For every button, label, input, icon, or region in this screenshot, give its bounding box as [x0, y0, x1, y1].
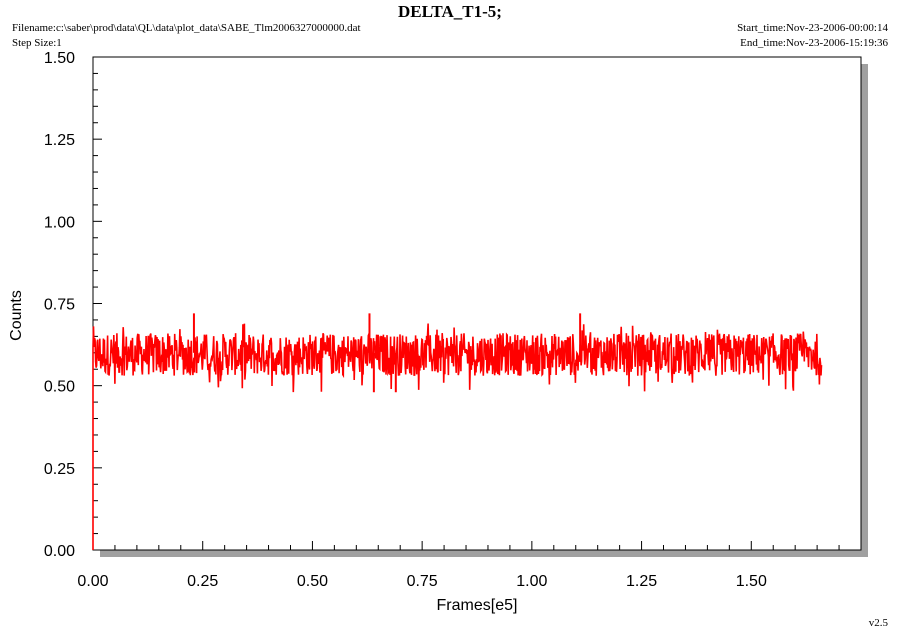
x-tick-label: 1.50	[736, 573, 767, 590]
start-time-label: Start_time:Nov-23-2006-00:00:14	[737, 22, 888, 34]
plot-frame	[92, 56, 862, 551]
series-line	[92, 323, 823, 550]
y-tick-label: 1.00	[44, 214, 75, 231]
x-tick-label: 0.75	[407, 573, 438, 590]
chart-title: DELTA_T1-5;	[398, 2, 502, 21]
x-axis-title: Frames[e5]	[437, 597, 518, 614]
y-tick-label: 0.75	[44, 297, 75, 314]
x-tick-label: 0.50	[297, 573, 328, 590]
y-tick-label: 0.25	[44, 461, 75, 478]
x-tick-label: 1.00	[516, 573, 547, 590]
y-tick-label: 1.25	[44, 132, 75, 149]
x-tick-label: 0.00	[77, 573, 108, 590]
x-tick-label: 0.25	[187, 573, 218, 590]
y-tick-label: 0.50	[44, 379, 75, 396]
step-size-label: Step Size:1	[12, 37, 62, 49]
y-tick-label: 0.00	[44, 543, 75, 560]
end-time-label: End_time:Nov-23-2006-15:19:36	[740, 37, 888, 49]
x-tick-label: 1.25	[626, 573, 657, 590]
y-tick-label: 1.50	[44, 50, 75, 67]
filename-label: Filename:c:\saber\prod\data\QL\data\plot…	[12, 22, 361, 34]
version-label: v2.5	[868, 617, 888, 629]
y-axis-title: Counts	[8, 290, 25, 341]
